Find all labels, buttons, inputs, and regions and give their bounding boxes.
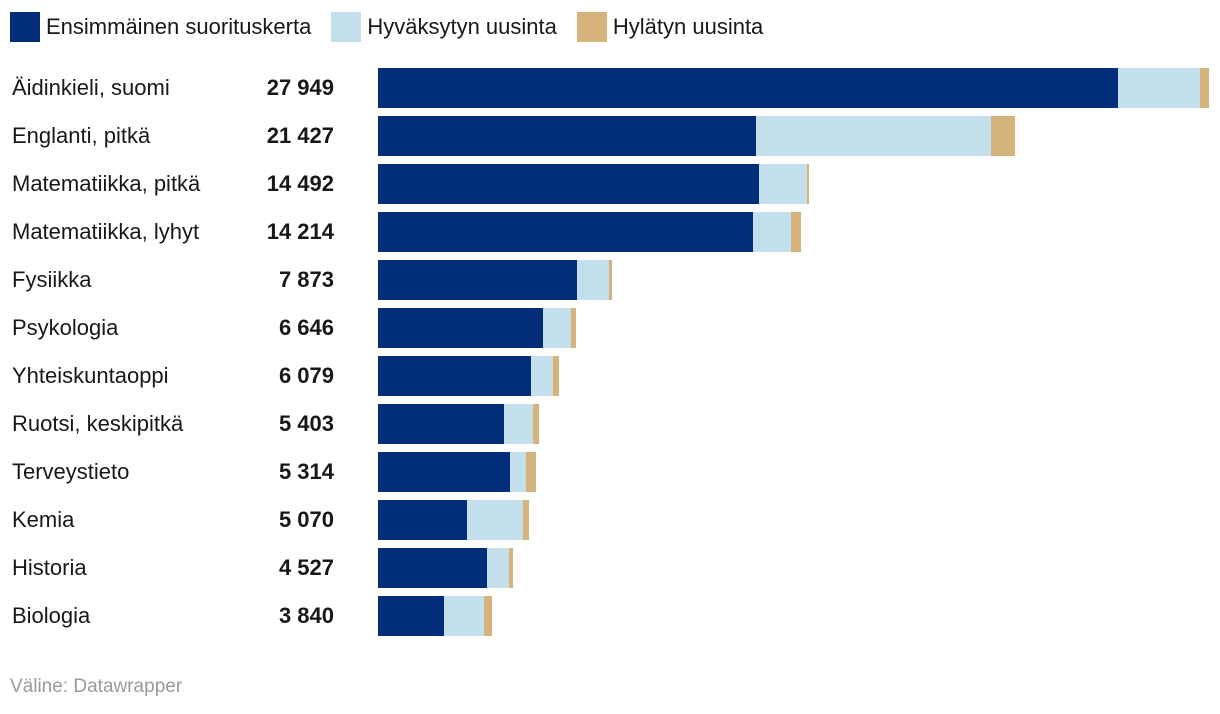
bar-row: Matematiikka, pitkä 14 492 bbox=[0, 164, 1220, 204]
bar-segment bbox=[378, 116, 756, 156]
legend-swatch-first-attempt bbox=[10, 12, 40, 42]
total-value-label: 5 070 bbox=[278, 507, 334, 532]
bar-row: Biologia 3 840 bbox=[0, 596, 1220, 636]
bar-segment bbox=[484, 596, 493, 636]
category-label: Fysiikka bbox=[12, 267, 92, 292]
total-value-label: 5 403 bbox=[278, 411, 334, 436]
legend-label-accepted-retake: Hyväksytyn uusinta bbox=[367, 14, 557, 39]
bar-row: Yhteiskuntaoppi 6 079 bbox=[0, 356, 1220, 396]
bar-segment bbox=[570, 308, 576, 348]
bar-segment bbox=[378, 68, 1119, 108]
stacked-bar bbox=[378, 68, 1209, 108]
stacked-bar bbox=[378, 356, 1209, 396]
bar-segment bbox=[504, 404, 533, 444]
bar-segment bbox=[1200, 68, 1209, 108]
category-label: Äidinkieli, suomi bbox=[12, 75, 170, 100]
bar-segment bbox=[522, 500, 529, 540]
bar-segment bbox=[608, 260, 613, 300]
bar-segment bbox=[510, 452, 527, 492]
legend-swatch-accepted-retake bbox=[331, 12, 362, 42]
category-label: Matematiikka, pitkä bbox=[12, 171, 201, 196]
stacked-bar bbox=[378, 164, 1209, 204]
bar-segment bbox=[378, 356, 531, 396]
bar-chart: Äidinkieli, suomi 27 949 Englanti, pitkä 21… bbox=[0, 68, 1220, 636]
bar-segment bbox=[753, 212, 791, 252]
bar-row: Terveystieto 5 314 bbox=[0, 452, 1220, 492]
category-label: Kemia bbox=[12, 507, 75, 532]
bar-segment bbox=[378, 548, 487, 588]
bar-segment bbox=[378, 260, 577, 300]
stacked-bar bbox=[378, 596, 1209, 636]
stacked-bar bbox=[378, 308, 1209, 348]
total-value-label: 3 840 bbox=[278, 603, 334, 628]
bar-segment bbox=[576, 260, 609, 300]
total-value-label: 7 873 bbox=[278, 267, 334, 292]
stacked-bar bbox=[378, 548, 1209, 588]
bar-row: Äidinkieli, suomi 27 949 bbox=[0, 68, 1220, 108]
bar-segment bbox=[378, 164, 760, 204]
category-label: Historia bbox=[12, 555, 87, 580]
category-label: Psykologia bbox=[12, 315, 119, 340]
category-label: Terveystieto bbox=[12, 459, 130, 484]
total-value-label: 6 079 bbox=[278, 363, 334, 388]
total-value-label: 21 427 bbox=[266, 123, 334, 148]
category-label: Englanti, pitkä bbox=[12, 123, 151, 148]
legend-label-first-attempt: Ensimmäinen suorituskerta bbox=[46, 14, 312, 39]
bar-segment bbox=[807, 164, 809, 204]
bar-segment bbox=[378, 212, 754, 252]
bar-segment bbox=[378, 596, 445, 636]
bar-segment bbox=[530, 356, 553, 396]
category-label: Ruotsi, keskipitkä bbox=[12, 411, 184, 436]
legend-label-rejected-retake: Hylätyn uusinta bbox=[612, 14, 764, 39]
total-value-label: 14 214 bbox=[266, 219, 334, 244]
bar-row: Kemia 5 070 bbox=[0, 500, 1220, 540]
bar-row: Ruotsi, keskipitkä 5 403 bbox=[0, 404, 1220, 444]
chart-legend: Ensimmäinen suorituskerta Hyväksytyn uus… bbox=[10, 12, 783, 42]
bar-segment bbox=[378, 308, 543, 348]
bar-segment bbox=[378, 404, 505, 444]
legend-item-accepted-retake: Hyväksytyn uusinta bbox=[331, 12, 557, 42]
total-value-label: 27 949 bbox=[266, 75, 334, 100]
legend-item-rejected-retake: Hylätyn uusinta bbox=[576, 12, 764, 42]
stacked-bar bbox=[378, 260, 1209, 300]
stacked-bar bbox=[378, 116, 1209, 156]
total-value-label: 5 314 bbox=[278, 459, 334, 484]
total-value-label: 4 527 bbox=[278, 555, 334, 580]
total-value-label: 6 646 bbox=[278, 315, 334, 340]
total-value-label: 14 492 bbox=[266, 171, 334, 196]
source-note: Väline: Datawrapper bbox=[10, 676, 183, 697]
bar-segment bbox=[526, 452, 536, 492]
bar-row: Matematiikka, lyhyt 14 214 bbox=[0, 212, 1220, 252]
bar-segment bbox=[755, 116, 992, 156]
stacked-bar bbox=[378, 212, 1209, 252]
bar-segment bbox=[378, 452, 511, 492]
legend-swatch-rejected-retake bbox=[576, 12, 607, 42]
bar-row: Historia 4 527 bbox=[0, 548, 1220, 588]
bar-segment bbox=[486, 548, 510, 588]
legend-item-first-attempt: Ensimmäinen suorituskerta bbox=[10, 12, 311, 42]
bar-row: Psykologia 6 646 bbox=[0, 308, 1220, 348]
stacked-bar bbox=[378, 500, 1209, 540]
bar-segment bbox=[444, 596, 485, 636]
bar-segment bbox=[466, 500, 523, 540]
bar-segment bbox=[378, 500, 467, 540]
stacked-bar bbox=[378, 452, 1209, 492]
bar-segment bbox=[542, 308, 571, 348]
bar-segment bbox=[790, 212, 801, 252]
stacked-bar bbox=[378, 404, 1209, 444]
bar-segment bbox=[552, 356, 559, 396]
bar-segment bbox=[759, 164, 808, 204]
bar-row: Englanti, pitkä 21 427 bbox=[0, 116, 1220, 156]
bar-row: Fysiikka 7 873 bbox=[0, 260, 1220, 300]
category-label: Biologia bbox=[12, 603, 91, 628]
bar-segment bbox=[532, 404, 539, 444]
category-label: Matematiikka, lyhyt bbox=[12, 219, 200, 244]
category-label: Yhteiskuntaoppi bbox=[12, 363, 169, 388]
bar-segment bbox=[509, 548, 513, 588]
bar-segment bbox=[991, 116, 1016, 156]
bar-segment bbox=[1118, 68, 1201, 108]
